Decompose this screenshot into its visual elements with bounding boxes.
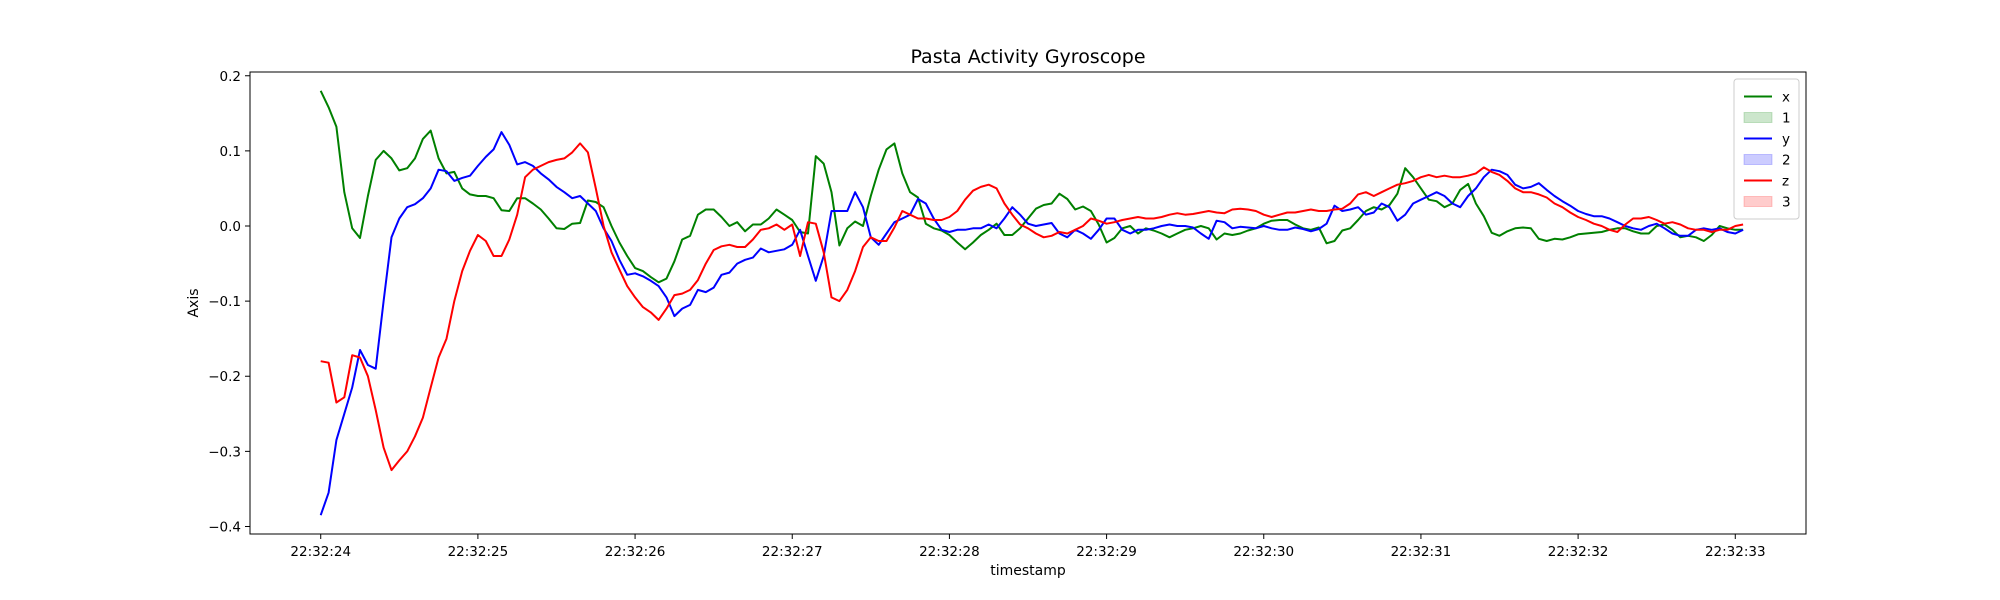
series-layer <box>319 90 1744 516</box>
series-line-z <box>320 142 1744 472</box>
legend-box <box>1733 78 1800 220</box>
x-tick-label: 22:32:29 <box>1076 544 1137 560</box>
y-tick-label: −0.3 <box>208 444 241 460</box>
legend-label-x: x <box>1782 90 1790 106</box>
y-tick-label: −0.1 <box>208 294 241 310</box>
x-tick-label: 22:32:24 <box>290 544 351 560</box>
y-tick-label: −0.2 <box>208 369 241 385</box>
legend-label-1: 1 <box>1782 111 1791 127</box>
legend-label-2: 2 <box>1782 153 1791 169</box>
x-tick-label: 22:32:26 <box>605 544 666 560</box>
legend-swatch-2 <box>1743 154 1773 165</box>
x-axis-label: timestamp <box>990 563 1066 579</box>
series-line-x <box>319 90 1744 284</box>
x-tick-label: 22:32:33 <box>1705 544 1766 560</box>
legend-label-3: 3 <box>1782 195 1791 211</box>
legend-swatch-3 <box>1743 196 1773 207</box>
x-tick-label: 22:32:28 <box>919 544 980 560</box>
legend-label-z: z <box>1782 174 1789 190</box>
legend-swatch-1 <box>1743 112 1773 123</box>
y-tick-label: 0.1 <box>220 144 241 160</box>
chart-title: Pasta Activity Gyroscope <box>910 46 1145 68</box>
x-tick-label: 22:32:27 <box>762 544 823 560</box>
plot-frame <box>249 71 1807 535</box>
plot-area: 0.20.10.0−0.1−0.2−0.3−0.4 22:32:24 22:32:… <box>208 69 1807 560</box>
x-axis: 22:32:24 22:32:25 22:32:26 22:32:27 22:32:28… <box>290 534 1766 560</box>
y-axis: 0.2 0.1 0.0 −0.1 −0.2 −0.3 −0.4 <box>208 69 250 535</box>
y-axis-label: Axis <box>186 288 202 317</box>
y-tick-label: 0.2 <box>220 69 241 85</box>
x-tick-label: 22:32:32 <box>1548 544 1609 560</box>
x-tick-label: 22:32:31 <box>1391 544 1452 560</box>
x-tick-label: 22:32:25 <box>448 544 509 560</box>
y-tick-label: −0.4 <box>208 519 241 535</box>
series-line-y <box>319 131 1744 516</box>
legend-label-y: y <box>1782 132 1790 148</box>
x-tick-label: 22:32:30 <box>1233 544 1294 560</box>
legend: x 1 y 2 z 3 <box>1733 78 1800 220</box>
y-tick-label: 0.0 <box>220 219 241 235</box>
